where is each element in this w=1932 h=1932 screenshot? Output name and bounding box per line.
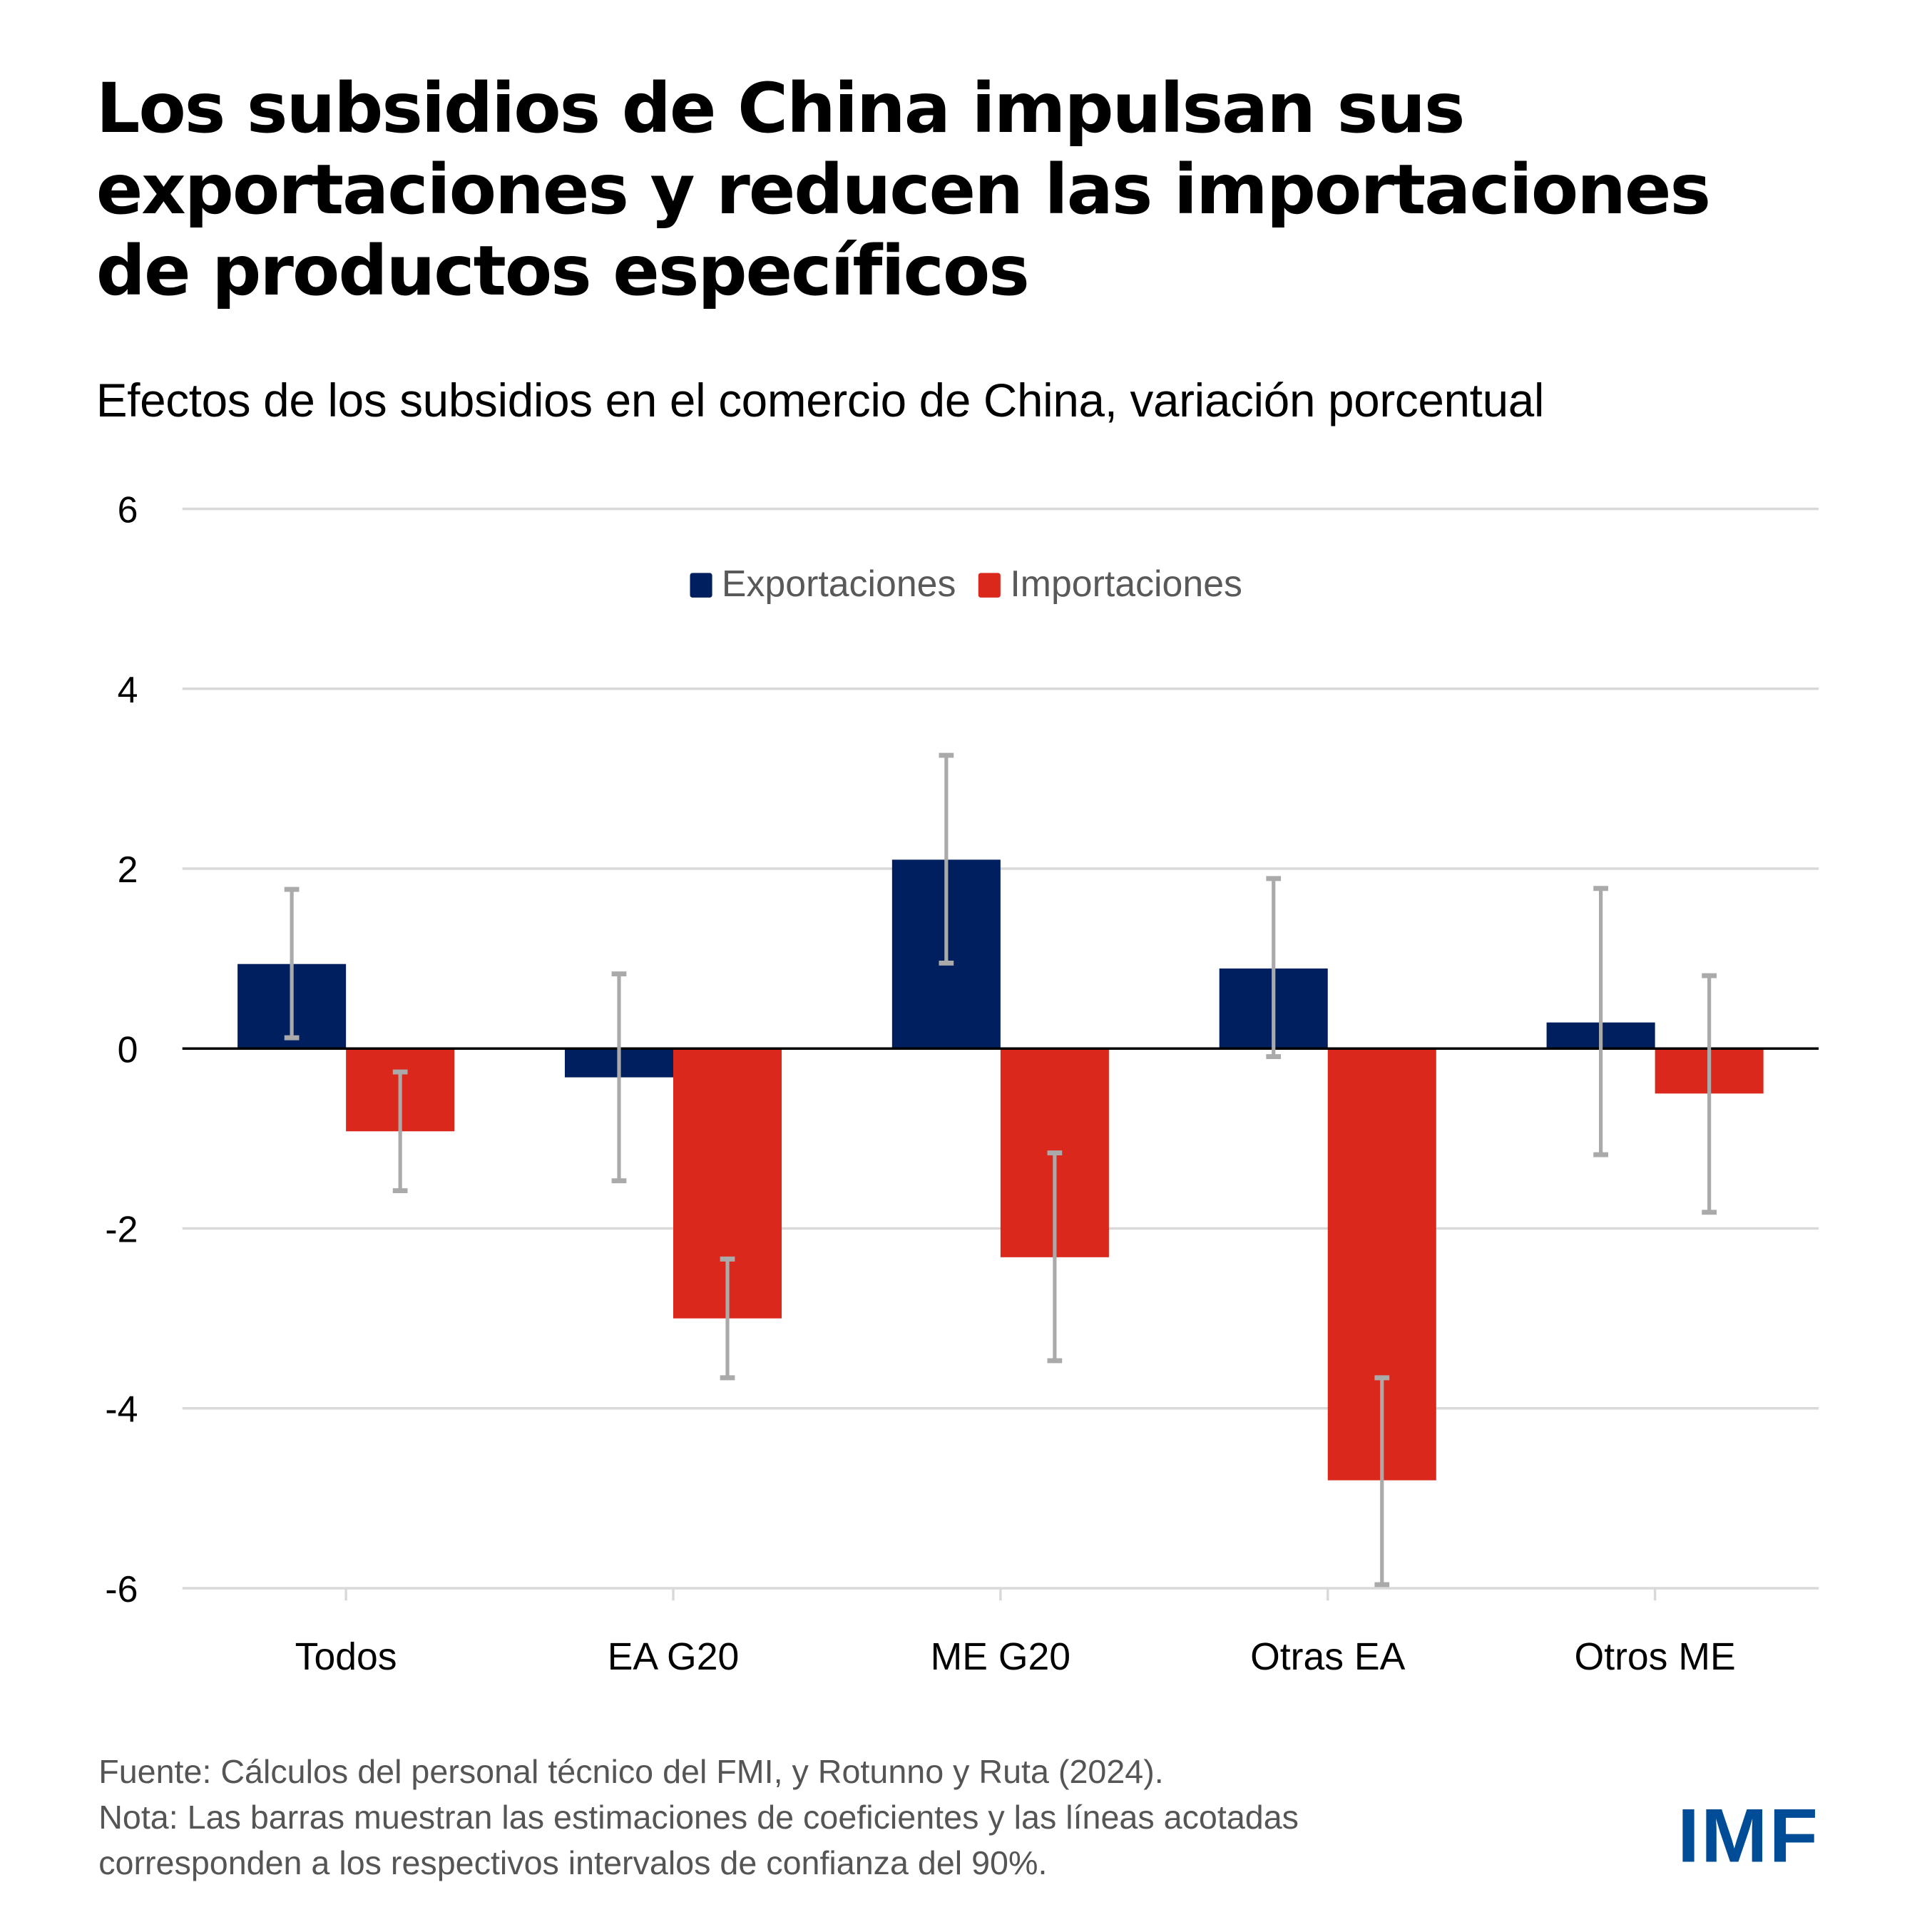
y-tick-label: 2 [118,849,138,890]
source-note: Fuente: Cálculos del personal técnico de… [98,1753,1164,1791]
x-tick-label: Todos [295,1636,397,1678]
x-tick-label: Otras EA [1250,1636,1406,1678]
y-tick-label: 6 [118,489,138,531]
plot-area: 6 4 2 0 -2 -4 -6 Todos EA G20 ME G20 Otras EA Otros… [0,469,1932,1725]
y-tick-label: 0 [118,1028,138,1070]
title-line: Los subsidios de China impulsan sus [96,68,1466,150]
legend-item-imports: Importaciones [978,564,1242,606]
x-tick-label: EA G20 [608,1636,740,1678]
legend-label-imports: Importaciones [1010,564,1242,605]
chart-title: Los subsidios de China impulsan sus expo… [96,69,1871,313]
x-tick-label: ME G20 [931,1636,1070,1678]
imf-logo: IMF [1677,1794,1819,1879]
legend-label-exports: Exportaciones [721,564,956,605]
title-line: exportaciones y reducen las importacione… [96,150,1711,231]
y-tick-label: -2 [105,1209,138,1250]
chart-svg: 6 4 2 0 -2 -4 -6 Todos EA G20 ME G20 Otras EA Otros… [105,489,1819,1678]
title-line: de productos específicos [96,231,1030,312]
legend: Exportaciones Importaciones [0,564,1932,606]
chart-subtitle: Efectos de los subsidios en el comercio … [96,375,1545,428]
y-tick-label: -4 [105,1389,138,1430]
footer-notes: Fuente: Cálculos del personal técnico de… [98,1749,1577,1886]
note-line: Nota: Las barras muestran las estimacion… [98,1799,1299,1836]
x-tick-label: Otros ME [1575,1636,1736,1678]
y-tick-label: -6 [105,1568,138,1610]
legend-swatch-imports [978,573,1001,598]
legend-swatch-exports [690,573,712,598]
note-line: corresponden a los respectivos intervalo… [98,1844,1048,1882]
legend-item-exports: Exportaciones [690,564,956,606]
y-tick-label: 4 [118,669,138,710]
